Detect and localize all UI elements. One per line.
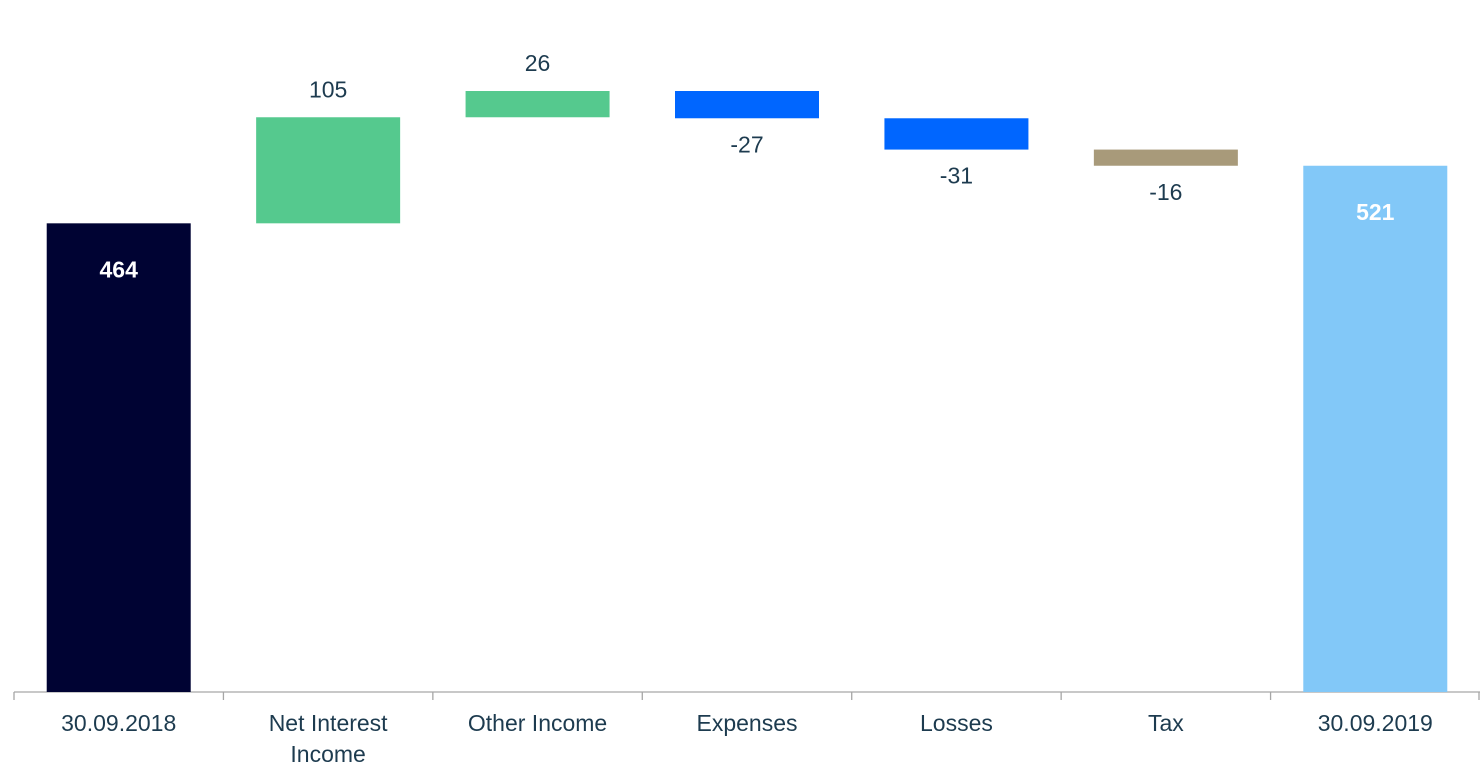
value-label: 26 bbox=[525, 50, 551, 76]
x-tick-label: Tax bbox=[1148, 710, 1184, 736]
value-label: -31 bbox=[940, 163, 973, 189]
bar bbox=[46, 223, 191, 692]
bar bbox=[675, 91, 819, 119]
x-tick-label: Net Interest Income bbox=[269, 710, 388, 767]
x-tick-label: Losses bbox=[920, 710, 993, 736]
value-label: 105 bbox=[309, 76, 347, 102]
x-tick-label: Expenses bbox=[696, 710, 797, 736]
bar bbox=[1093, 149, 1238, 166]
x-tick-label: Other Income bbox=[468, 710, 607, 736]
value-label: 521 bbox=[1356, 199, 1395, 225]
bar bbox=[465, 91, 610, 118]
bar bbox=[1303, 165, 1448, 692]
value-label: 464 bbox=[100, 256, 139, 282]
x-tick-label: 30.09.2019 bbox=[1318, 710, 1433, 736]
bar bbox=[256, 117, 401, 224]
value-label: -16 bbox=[1149, 179, 1182, 205]
bar bbox=[884, 118, 1029, 150]
value-label: -27 bbox=[730, 131, 763, 157]
x-tick-label: 30.09.2018 bbox=[61, 710, 176, 736]
